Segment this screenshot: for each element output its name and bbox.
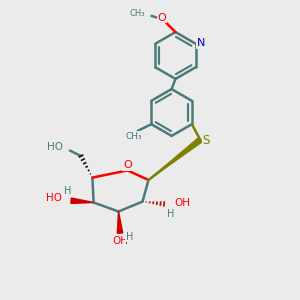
Text: HO: HO (47, 142, 63, 152)
Text: OH: OH (175, 198, 190, 208)
Text: O: O (123, 160, 132, 170)
Text: H: H (64, 186, 71, 196)
Text: N: N (197, 38, 205, 48)
Text: H: H (167, 208, 174, 219)
Text: H: H (126, 232, 133, 242)
Text: O: O (157, 13, 166, 23)
Text: CH₃: CH₃ (125, 132, 142, 141)
Polygon shape (117, 212, 123, 233)
Text: OH: OH (112, 236, 128, 247)
Text: S: S (202, 134, 210, 147)
Text: CH₃: CH₃ (129, 9, 145, 18)
Polygon shape (148, 138, 202, 180)
Polygon shape (71, 198, 94, 203)
Text: HO: HO (46, 193, 62, 203)
